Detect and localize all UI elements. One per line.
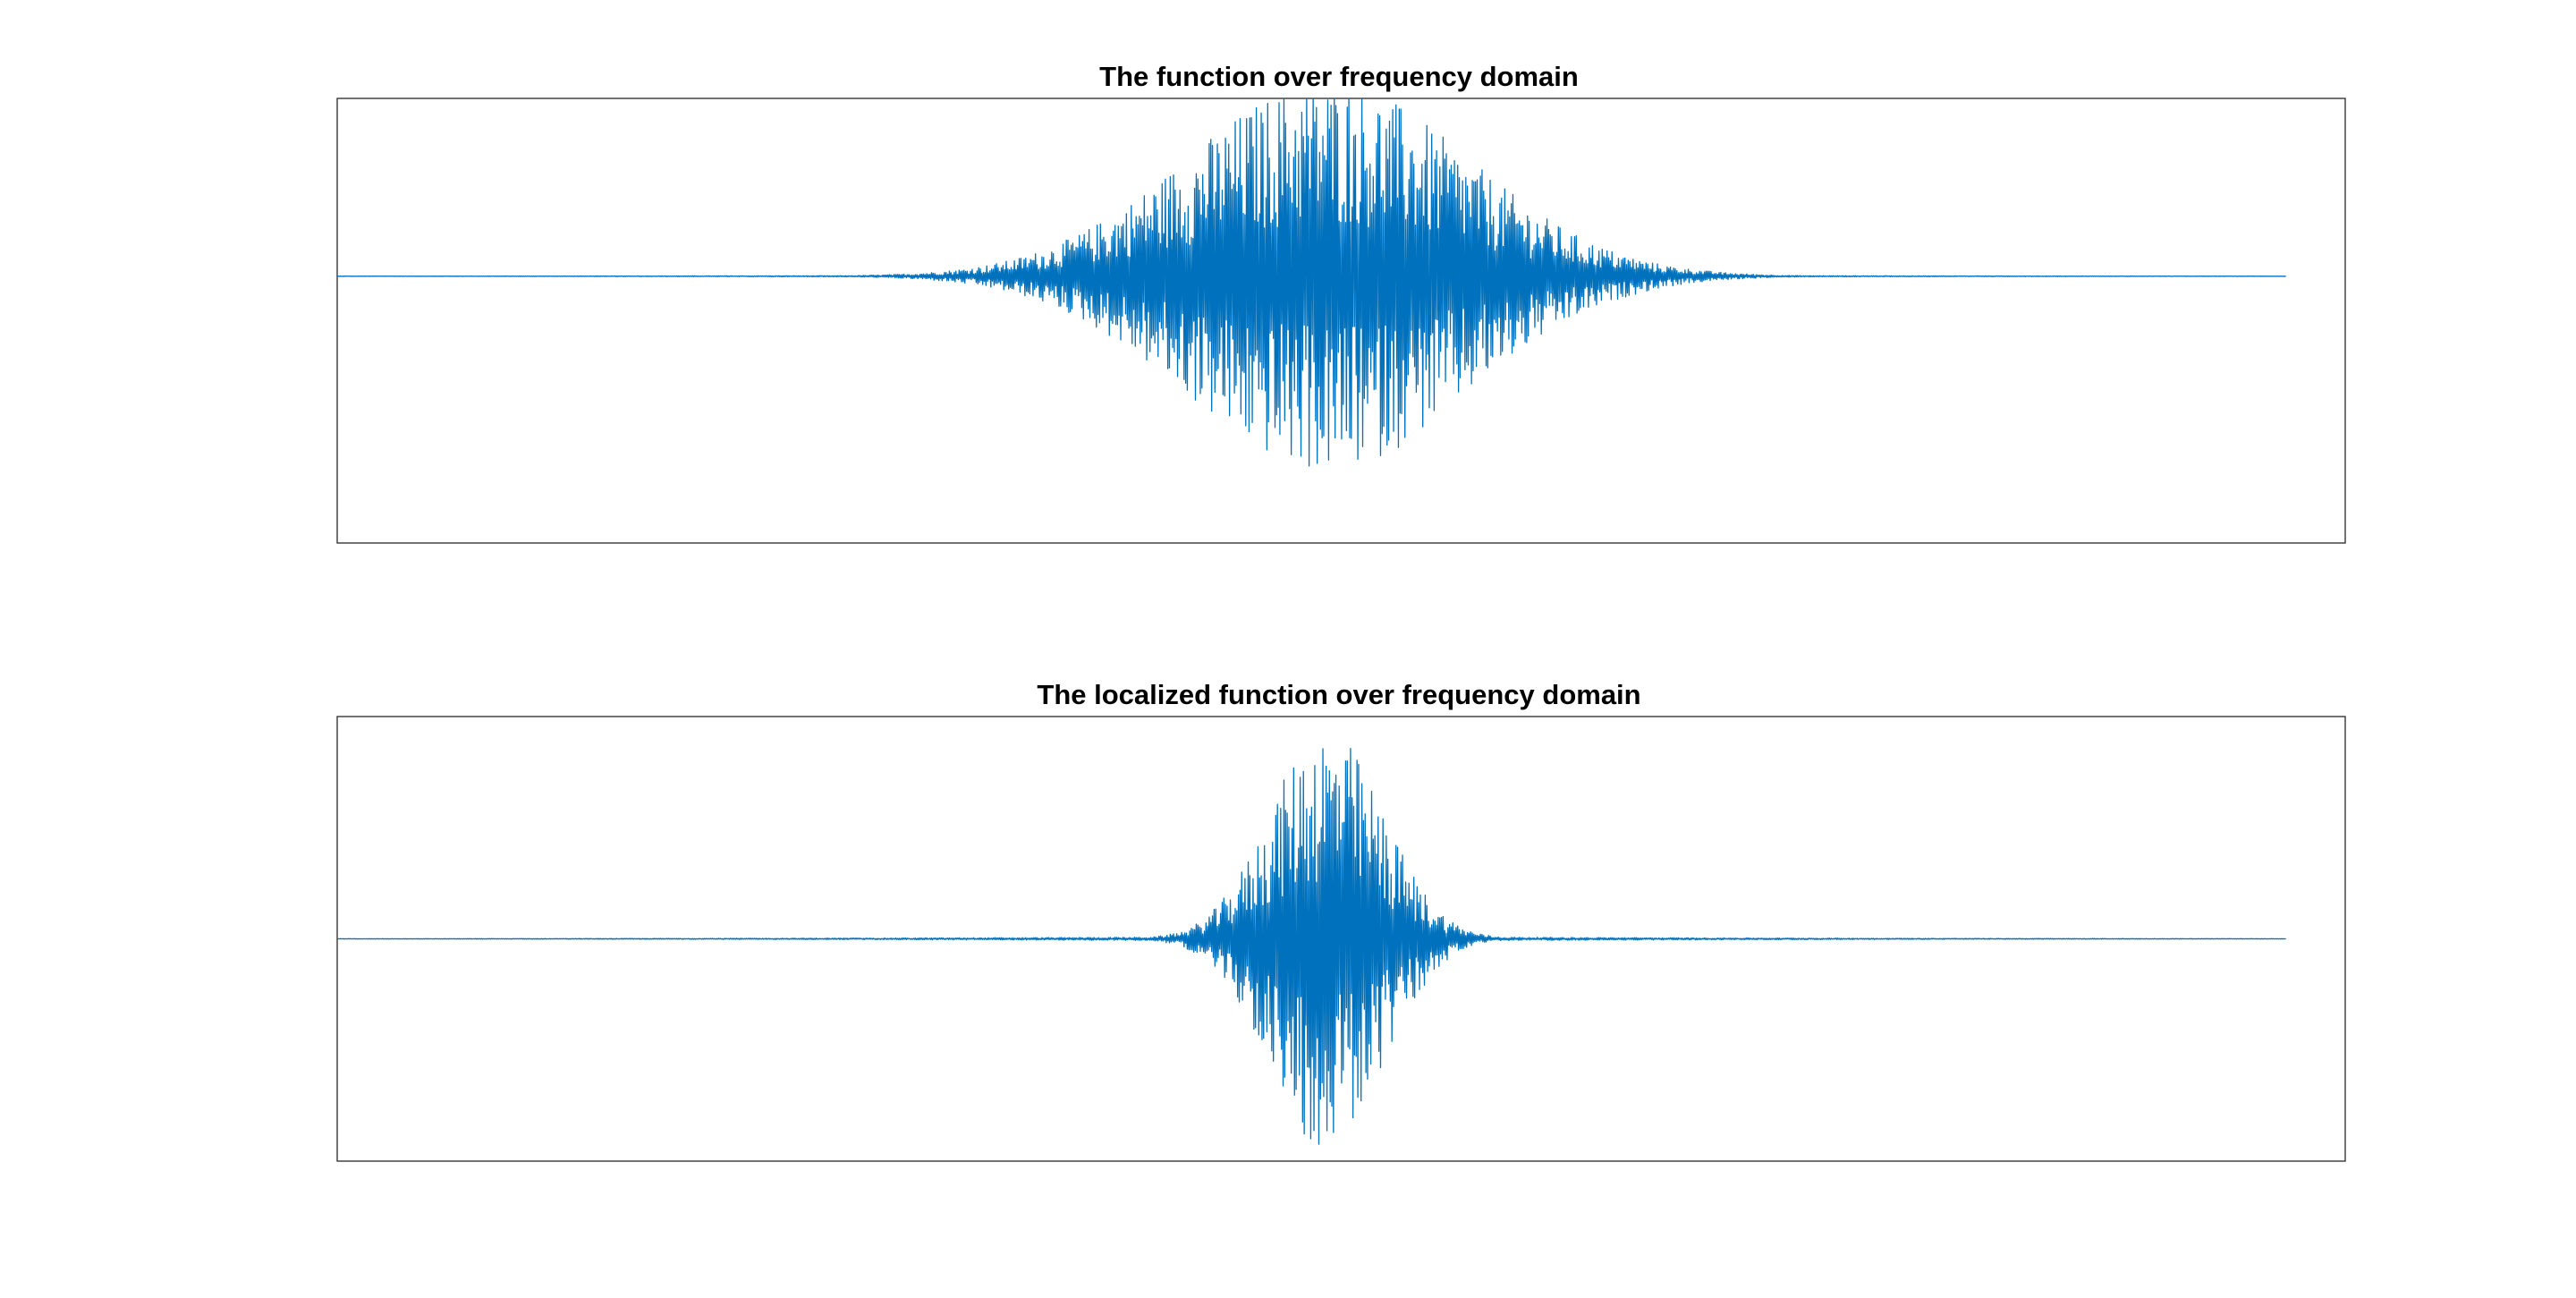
chart-title: The function over frequency domain — [1099, 61, 1579, 92]
plot-area — [337, 98, 2286, 467]
subplot-frequency-domain: The function over frequency domain — [336, 61, 2346, 544]
series-line — [337, 98, 2286, 467]
subplot-localized-frequency-domain: The localized function over frequency do… — [336, 679, 2346, 1162]
series-line — [337, 748, 2286, 1145]
plot-area — [337, 748, 2286, 1145]
chart-title: The localized function over frequency do… — [1037, 679, 1640, 710]
